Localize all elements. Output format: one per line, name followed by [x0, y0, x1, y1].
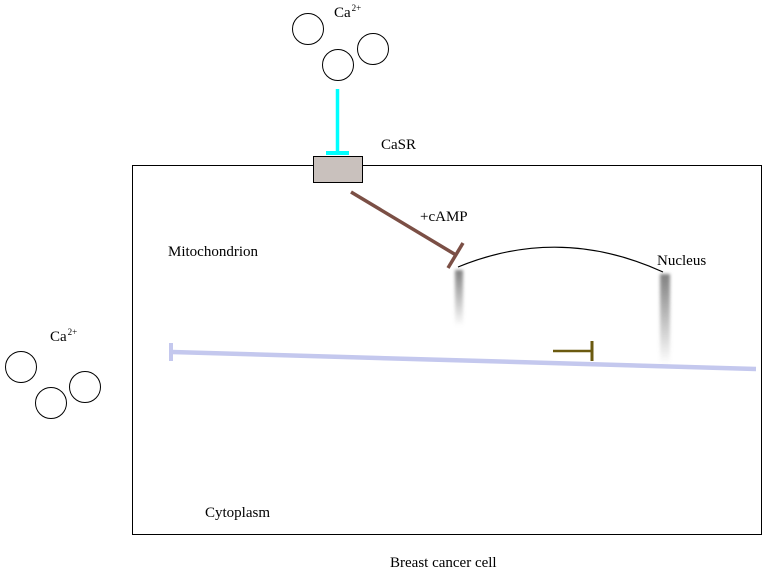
- calcium-ion: [292, 13, 324, 45]
- camp-inhibition-arrow: [350, 190, 465, 269]
- nucleus-arc: [457, 246, 664, 273]
- calcium-label-charge: 2+: [67, 327, 78, 337]
- calcium-label-text: Ca: [334, 5, 351, 21]
- nucleus-label: Nucleus: [657, 253, 707, 269]
- calcium-ion: [322, 49, 354, 81]
- casr-label: CaSR: [381, 137, 417, 153]
- cytoplasm-label: Cytoplasm: [205, 505, 271, 521]
- calcium-ion: [5, 351, 37, 383]
- shadow-left: [455, 270, 463, 326]
- calcium-label-top: Ca2+: [334, 3, 362, 21]
- calcium-label-text: Ca: [50, 329, 67, 345]
- calcium-ion: [357, 33, 389, 65]
- calcium-ion: [35, 387, 67, 419]
- camp-label: +cAMP: [420, 209, 468, 225]
- calcium-ions-left: [5, 351, 101, 419]
- calcium-label-left: Ca2+: [50, 327, 78, 345]
- calcium-ions-top: [292, 13, 389, 81]
- activation-arrow: [326, 89, 349, 155]
- mitochondrion-label: Mitochondrion: [168, 244, 258, 260]
- cell-membrane: [132, 165, 762, 535]
- calcium-ion: [69, 371, 101, 403]
- casr-receptor: [313, 156, 363, 183]
- cytoplasm-line: [169, 343, 757, 372]
- small-inhibition-arrow: [553, 341, 594, 361]
- shadow-right: [660, 274, 670, 364]
- cell-label: Breast cancer cell: [390, 555, 497, 571]
- calcium-label-charge: 2+: [351, 3, 362, 13]
